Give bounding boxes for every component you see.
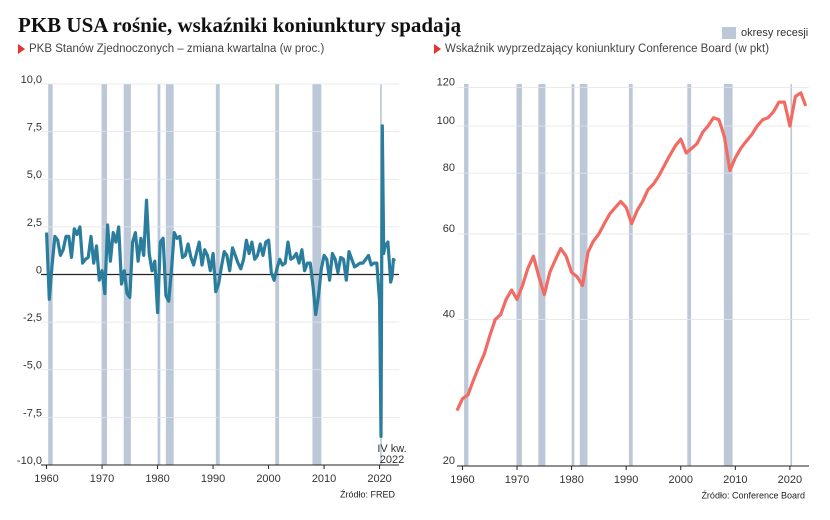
x-tick-label: 1990	[201, 473, 225, 485]
x-tick-label: 2020	[778, 474, 802, 486]
legend-label: okresy recesji	[741, 27, 808, 39]
x-tick-label: 2000	[669, 474, 693, 486]
annotation: 2022	[380, 454, 404, 466]
x-tick-label: 2000	[256, 473, 280, 485]
x-tick-label: 1960	[34, 473, 58, 485]
y-tick-label: 60	[443, 223, 455, 235]
y-tick-label: 120	[437, 76, 455, 88]
recession-band	[723, 84, 733, 466]
y-tick-label: 7,5	[27, 122, 42, 134]
source: Źródło: Conference Board	[701, 490, 805, 500]
subtitle: Wskaźnik wyprzedzający koniunktury Confe…	[445, 43, 769, 55]
recession-band	[516, 84, 522, 466]
y-tick-label: 0	[36, 264, 42, 276]
y-tick-label: -10,0	[17, 455, 42, 467]
recession-band	[687, 84, 692, 466]
y-tick-label: 20	[443, 455, 455, 467]
source: Źródło: FRED	[340, 489, 396, 499]
x-tick-label: 1990	[614, 474, 638, 486]
annotation: IV kw.	[377, 443, 406, 455]
y-tick-label: -5,0	[23, 360, 42, 372]
x-tick-label: 1980	[145, 473, 169, 485]
recession-band	[464, 84, 469, 466]
subtitle: PKB Stanów Zjednoczonych – zmiana kwarta…	[29, 43, 324, 55]
y-tick-label: -2,5	[23, 312, 42, 324]
y-tick-label: 80	[443, 162, 455, 174]
x-tick-label: 1960	[450, 474, 474, 486]
data-line	[45, 124, 397, 438]
y-tick-label: 40	[443, 308, 455, 320]
y-tick-label: 100	[437, 115, 455, 127]
data-line	[455, 91, 808, 412]
x-tick-label: 1980	[559, 474, 583, 486]
x-tick-label: 2020	[367, 473, 391, 485]
subtitle-marker	[18, 44, 25, 54]
y-tick-label: 2,5	[27, 217, 42, 229]
x-tick-label: 1970	[90, 473, 114, 485]
recession-band	[790, 84, 793, 466]
x-tick-label: 1970	[505, 474, 529, 486]
y-tick-label: -7,5	[23, 407, 42, 419]
x-tick-label: 2010	[312, 473, 336, 485]
y-tick-label: 10,0	[21, 74, 42, 86]
subtitle-marker	[434, 44, 441, 54]
legend-swatch	[722, 27, 736, 39]
recession-band	[538, 84, 546, 466]
chart-title: PKB USA rośnie, wskaźniki koniunktury sp…	[18, 13, 462, 37]
x-tick-label: 2010	[723, 474, 747, 486]
recession-band	[628, 84, 633, 466]
y-tick-label: 5,0	[27, 169, 42, 181]
